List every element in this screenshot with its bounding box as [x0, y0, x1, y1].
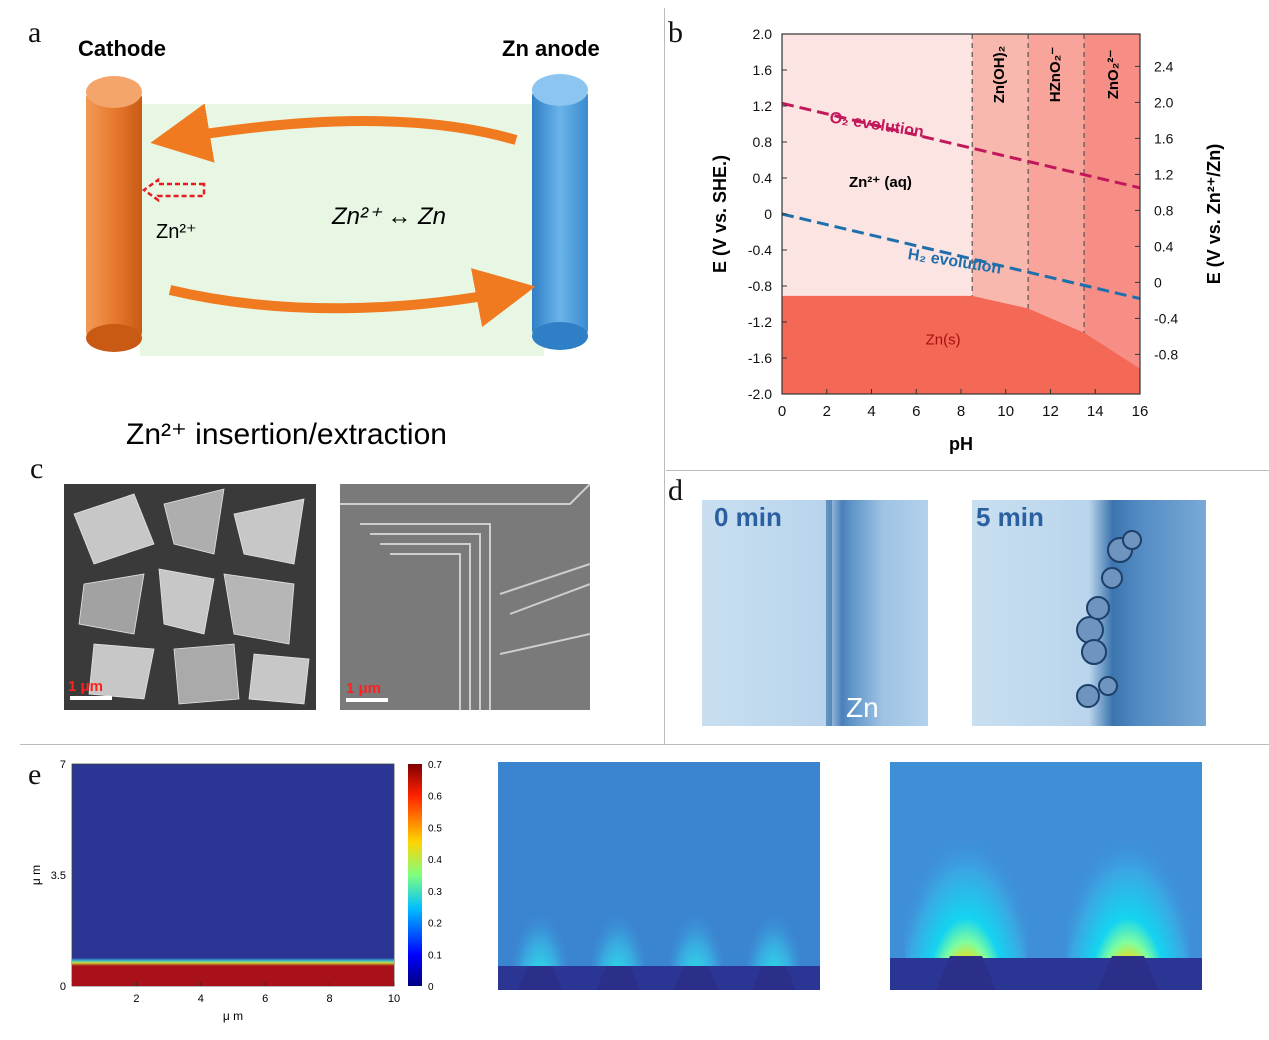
- region-zn-solid: [782, 295, 1140, 394]
- heatmap-four-tips: [498, 762, 820, 990]
- y-tick-label-3: 0.8: [753, 134, 773, 150]
- panel-letter-a: a: [28, 16, 42, 49]
- x-tick-label-3: 6: [912, 403, 920, 420]
- panel-letter-c: c: [30, 452, 44, 485]
- colorbar: [408, 764, 422, 986]
- region-label-zn-oh: Zn(OH)₂: [991, 46, 1008, 103]
- y-tick-label-8: -1.2: [748, 314, 772, 330]
- region-3: [1084, 34, 1140, 394]
- series-line-1: [781, 212, 1141, 301]
- e-y-tick-label-0: 7: [60, 759, 66, 771]
- y-tick-label-10: -2.0: [748, 386, 772, 402]
- electrode-label: Zn: [846, 692, 879, 723]
- e-colorbar-tick-6: 0.1: [428, 950, 442, 961]
- y2-tick-label-8: -0.8: [1154, 346, 1178, 362]
- region-label-aq: Zn²⁺ (aq): [849, 174, 912, 191]
- top-arrow: [150, 103, 518, 163]
- region-label-hzno: HZnO₂⁻: [1047, 47, 1064, 102]
- y-tick-label-7: -0.8: [748, 278, 772, 294]
- pourbaix-diagram: 0 2 4 6 8 10 12 14 16 2.0 1.6 1.2 0.8 0.4 0 -0.4 -0.8 -1.…: [710, 26, 1224, 454]
- y2-tick-label-3: 1.2: [1154, 166, 1174, 182]
- x-tick-label-4: 8: [957, 403, 965, 420]
- y-tick-label-4: 0.4: [753, 170, 773, 186]
- e-x-tick-label-2: 6: [262, 993, 268, 1005]
- y-tick-label-0: 2.0: [753, 26, 773, 42]
- e-x-tick-label-3: 8: [327, 993, 333, 1005]
- electrolyte-region: [140, 104, 544, 356]
- x-tick-label-5: 10: [997, 403, 1014, 420]
- panel-letter-d: d: [668, 474, 683, 507]
- battery-schematic: Cathode Zn anode Zn²⁺ Zn²⁺ ↔ Zn Zn²⁺ ins…: [78, 36, 600, 451]
- vertical-divider: [664, 8, 665, 744]
- sem-image-left: 1 μm: [64, 484, 316, 710]
- y2-tick-label-7: -0.4: [1154, 310, 1178, 326]
- y2-tick-label-6: 0: [1154, 274, 1162, 290]
- concentration-heatmap-flat: 2 4 6 8 10 7 3.5 0 μ m μ m 0.7 0.6 0.5 0.4 0.3 0.2 0.1 0: [29, 759, 442, 1023]
- panel-a: Cathode Zn anode Zn²⁺ Zn²⁺ ↔ Zn Zn²⁺ ins…: [40, 20, 660, 460]
- y-axis-label: E (V vs. SHE.): [710, 155, 730, 273]
- y-tick-label-2: 1.2: [753, 98, 773, 114]
- dashed-ion-arrow: [141, 177, 206, 203]
- y2-tick-label-0: 2.4: [1154, 58, 1174, 74]
- x-tick-label-6: 12: [1042, 403, 1059, 420]
- photo-5-min: 5 min: [972, 500, 1206, 726]
- e-x-tick-label-0: 2: [133, 993, 139, 1005]
- bottom-arrow: [168, 268, 536, 328]
- cathode-electrode: [86, 76, 142, 352]
- region-label-zno: ZnO₂²⁻: [1105, 50, 1122, 100]
- e-colorbar-tick-1: 0.6: [428, 792, 442, 803]
- panel-b: 0 2 4 6 8 10 12 14 16 2.0 1.6 1.2 0.8 0.4 0 -0.4 -0.8 -1.…: [690, 20, 1260, 460]
- y-tick-label-5: 0: [764, 206, 772, 222]
- x-axis-label: pH: [949, 434, 973, 454]
- e-y-axis-label: μ m: [29, 865, 43, 885]
- x-tick-label-8: 16: [1132, 403, 1149, 420]
- x-tick-label-2: 4: [867, 403, 875, 420]
- e-y-tick-label-2: 0: [60, 981, 66, 993]
- y-tick-label-9: -1.6: [748, 350, 772, 366]
- e-colorbar-tick-5: 0.2: [428, 919, 442, 930]
- e-x-axis-label: μ m: [223, 1009, 243, 1023]
- x-tick-label-1: 2: [823, 403, 831, 420]
- y2-tick-label-4: 0.8: [1154, 202, 1174, 218]
- e-y-tick-label-1: 3.5: [51, 870, 66, 882]
- time-label-0: 0 min: [714, 502, 782, 532]
- y2-axis-label: E (V vs. Zn²⁺/Zn): [1204, 144, 1224, 285]
- cathode-label: Cathode: [78, 36, 166, 61]
- photo-0-min: 0 min Zn: [702, 500, 928, 726]
- panel-letter-b: b: [668, 16, 683, 49]
- e-colorbar-tick-0: 0.7: [428, 760, 442, 771]
- panel-letter-e: e: [28, 758, 42, 791]
- e-colorbar-tick-7: 0: [428, 982, 434, 993]
- caption: Zn²⁺ insertion/extraction: [126, 418, 447, 451]
- x-tick-label-0: 0: [778, 403, 786, 420]
- anode-electrode: [532, 74, 588, 350]
- scale-bar-right-label: 1 μm: [346, 680, 382, 697]
- e-x-tick-label-4: 10: [388, 993, 400, 1005]
- horizontal-divider-d: [666, 470, 1269, 471]
- horizontal-divider-e: [20, 744, 1269, 745]
- panel-e-left: 2 4 6 8 10 7 3.5 0 μ m μ m 0.7 0.6 0.5 0.4 0.3 0.2 0.1 0: [20, 752, 460, 1034]
- e-colorbar-tick-4: 0.3: [428, 887, 442, 898]
- anode-label: Zn anode: [502, 36, 600, 61]
- time-label-5: 5 min: [976, 502, 1044, 532]
- ion-label: Zn²⁺: [156, 221, 197, 243]
- hydrogen-bubbles: [1076, 530, 1142, 708]
- e-colorbar-tick-3: 0.4: [428, 855, 442, 866]
- scale-bar-left-label: 1 μm: [68, 678, 104, 695]
- y2-tick-label-5: 0.4: [1154, 238, 1174, 254]
- series-line-0: [781, 101, 1141, 190]
- reaction-label: Zn²⁺ ↔ Zn: [331, 203, 446, 230]
- x-tick-label-7: 14: [1087, 403, 1104, 420]
- y-tick-label-6: -0.4: [748, 242, 772, 258]
- e-x-tick-label-1: 4: [198, 993, 204, 1005]
- e-colorbar-tick-2: 0.5: [428, 823, 442, 834]
- y-tick-label-1: 1.6: [753, 62, 773, 78]
- heatmap-two-tips: [890, 762, 1202, 990]
- y2-tick-label-1: 2.0: [1154, 94, 1174, 110]
- y2-tick-label-2: 1.6: [1154, 130, 1174, 146]
- region-label-zn-solid: Zn(s): [926, 332, 961, 349]
- sem-image-right: 1 μm: [340, 484, 590, 710]
